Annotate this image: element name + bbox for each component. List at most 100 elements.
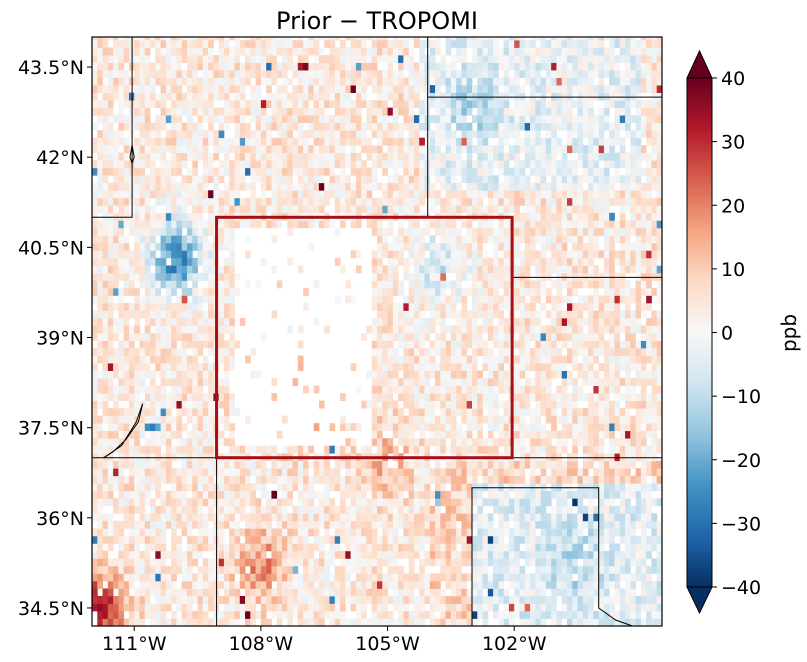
heatmap-cell (229, 272, 235, 281)
heatmap-cell (234, 130, 241, 139)
heatmap-cell (340, 167, 346, 176)
heatmap-cell (255, 468, 262, 477)
heatmap-cell (202, 47, 209, 56)
heatmap-cell (202, 137, 209, 146)
heatmap-cell (313, 85, 320, 93)
heatmap-cell (282, 415, 288, 424)
heatmap-cell (97, 152, 103, 161)
heatmap-cell (334, 55, 341, 63)
heatmap-cell (245, 70, 251, 78)
heatmap-cell (192, 317, 198, 326)
heatmap-cell (472, 475, 478, 484)
heatmap-cell (313, 145, 320, 154)
heatmap-cell (276, 513, 283, 522)
heatmap-cell (187, 220, 193, 229)
heatmap-cell (398, 47, 404, 56)
heatmap-cell (472, 70, 478, 78)
chart-title: Prior − TROPOMI (276, 7, 478, 35)
heatmap-cell (450, 385, 457, 394)
heatmap-cell (445, 175, 452, 184)
heatmap-cell (134, 333, 140, 341)
heatmap-cell (192, 333, 198, 341)
heatmap-cell (266, 137, 272, 146)
heatmap-cell (160, 528, 167, 537)
heatmap-cell (308, 220, 315, 229)
heatmap-cell (176, 250, 183, 259)
heatmap-cell (266, 445, 272, 454)
heatmap-cell (472, 460, 478, 469)
heatmap-cell (477, 400, 483, 409)
heatmap-cell (245, 490, 251, 499)
heatmap-cell (419, 182, 425, 191)
heatmap-cell (97, 287, 103, 296)
heatmap-cell (361, 137, 367, 146)
heatmap-cell (97, 513, 103, 522)
heatmap-cell (102, 107, 109, 116)
heatmap-cell (223, 393, 230, 402)
heatmap-cell (350, 535, 357, 544)
heatmap-cell (171, 415, 177, 424)
heatmap-cell (429, 505, 436, 514)
heatmap-cell (118, 408, 125, 417)
heatmap-cell (487, 603, 494, 612)
heatmap-cell (139, 62, 146, 71)
heatmap-cell (218, 595, 225, 604)
heatmap-cell (408, 272, 415, 281)
heatmap-cell (97, 235, 103, 244)
heatmap-cell (134, 182, 140, 191)
heatmap-cell (429, 370, 436, 379)
heatmap-cell (171, 310, 177, 319)
heatmap-cell (493, 227, 499, 236)
heatmap-cell (456, 182, 462, 191)
heatmap-cell (144, 385, 151, 394)
heatmap-cell (487, 92, 494, 101)
heatmap-cell (440, 565, 447, 574)
heatmap-cell (260, 205, 267, 214)
heatmap-cell (313, 505, 320, 514)
heatmap-cell (487, 528, 494, 537)
heatmap-cell (477, 77, 483, 86)
heatmap-cell (318, 115, 325, 124)
heatmap-cell (456, 490, 462, 499)
heatmap-cell (403, 385, 410, 394)
heatmap-cell (387, 490, 394, 499)
heatmap-cell (403, 205, 410, 214)
heatmap-cell (419, 558, 425, 567)
heatmap-cell (435, 475, 441, 484)
heatmap-cell (97, 520, 103, 529)
heatmap-cell (398, 423, 404, 432)
heatmap-cell (118, 295, 125, 304)
heatmap-cell (308, 205, 315, 214)
heatmap-cell (150, 220, 156, 229)
heatmap-cell (271, 62, 278, 71)
heatmap-cell (287, 603, 293, 612)
heatmap-cell (440, 340, 447, 349)
heatmap-cell (472, 415, 478, 424)
heatmap-cell (461, 430, 468, 439)
heatmap-cell (424, 573, 431, 582)
heatmap-cell (371, 498, 378, 507)
heatmap-cell (187, 505, 193, 514)
heatmap-cell (340, 175, 346, 184)
heatmap-cell (187, 122, 193, 131)
heatmap-cell (292, 475, 299, 484)
heatmap-cell (287, 115, 293, 124)
heatmap-cell (102, 310, 109, 319)
heatmap-cell (144, 235, 151, 244)
heatmap-cell (429, 182, 436, 191)
heatmap-cell (487, 498, 494, 507)
heatmap-cell (408, 257, 415, 266)
heatmap-cell (482, 257, 489, 266)
heatmap-cell (424, 302, 431, 311)
heatmap-cell (102, 115, 109, 124)
heatmap-cell (461, 325, 468, 334)
heatmap-cell (144, 302, 151, 311)
heatmap-cell (498, 137, 505, 146)
heatmap-cell (482, 227, 489, 236)
heatmap-cell (498, 543, 505, 552)
heatmap-cell (260, 505, 267, 514)
heatmap-cell (97, 302, 103, 311)
heatmap-cell (371, 378, 378, 386)
heatmap-cell (134, 272, 140, 281)
heatmap-cell (382, 190, 388, 199)
